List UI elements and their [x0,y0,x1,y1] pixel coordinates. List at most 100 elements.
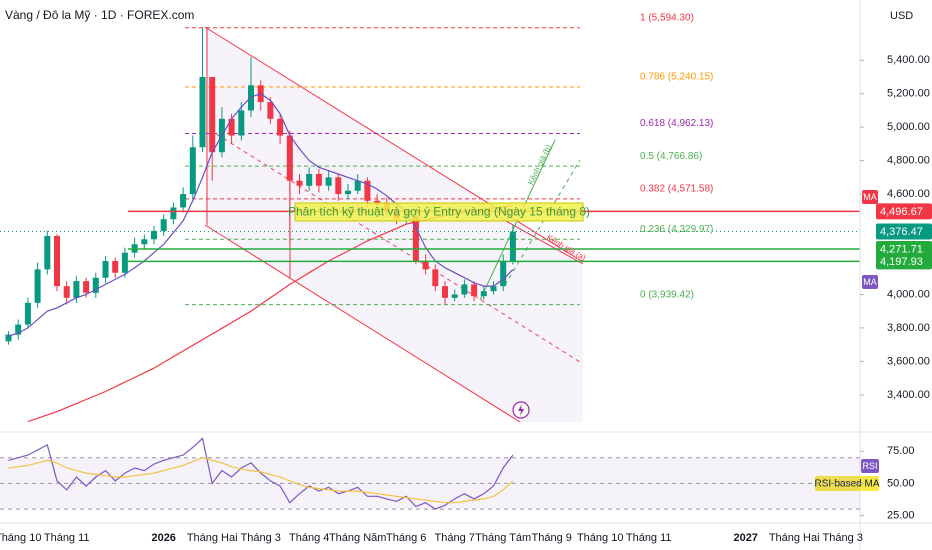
candle-body [422,261,429,270]
candle-body [54,235,60,287]
channel-upper [204,26,584,263]
candle-body [345,190,351,195]
candle-body [500,261,507,287]
series-line [8,457,514,504]
candle-body [170,207,177,220]
x-tick-label: Tháng 7 [435,532,475,544]
channel-fill [205,27,583,422]
rsi-badge [861,459,879,473]
price-badge [876,241,932,258]
channel-mid [209,129,581,363]
channel-b-dashed [504,159,581,286]
fib-label: 0.382 (4,571.58) [640,183,713,194]
x-tick-label: Tháng 9 [532,532,572,544]
y-tick-label: 25.00 [887,509,915,521]
fib-label: 0.786 (5,240.15) [640,72,713,83]
ma-badge [862,275,878,289]
channel-lower [204,224,521,423]
x-tick-label: Tháng 11 [44,532,90,544]
candle-body [83,281,90,293]
candle-body [325,177,332,186]
x-tick-label: Tháng 4 [289,532,329,544]
candle-body [141,239,148,245]
candle-body [315,174,322,186]
rsi-ma-badge [815,476,879,491]
x-tick-label: Tháng Hai [769,532,820,544]
price-badge [876,253,932,270]
candle-body [73,281,80,298]
candle-body [15,324,22,335]
annotation-box [294,202,584,222]
y-tick-label: 4,000.00 [887,288,930,300]
annotation-text: Phân tích kỹ thuật và gợi ý Entry vàng (… [288,205,590,219]
candle-body [92,277,99,293]
y-tick-label: 3,600.00 [887,355,930,367]
y-tick-label: 4,800.00 [887,155,930,167]
y-tick-label: 5,200.00 [887,88,930,100]
x-tick-label: Tháng Năm [329,532,386,544]
price-badge [876,203,932,220]
candle-body [180,194,187,208]
ma-badge-label: MA [863,277,877,287]
candle-body [335,177,342,195]
x-tick-label: 2027 [733,532,757,544]
candle-body [34,269,41,303]
candle-body [451,294,458,298]
price-badge-label: 4,496.67 [880,206,923,218]
candle-body [364,180,371,201]
y-tick-label: 75.00 [887,445,915,457]
candle-body [277,118,284,136]
candle-body [374,200,381,203]
price-badge [876,223,932,240]
candle-body [286,135,293,181]
x-tick-label: Tháng 10 [0,532,41,544]
fib-label: 0.5 (4,766.86) [640,151,702,162]
candle-body [490,286,497,292]
candle-body [102,261,109,278]
candle-body [238,110,245,136]
rsi-ma-badge-label: RSI-based MA [814,479,879,490]
candle-body [151,230,157,240]
event-icon-bolt [518,404,524,416]
x-tick-label: Tháng Hai [187,532,238,544]
candle-body [432,269,439,287]
candle-body [44,235,51,270]
y-tick-label: 5,000.00 [887,121,930,133]
candle-body [306,174,313,186]
price-badge-label: 4,271.71 [880,243,923,255]
x-tick-label: 2026 [151,532,175,544]
candle-body [412,215,419,262]
fib-label: 1 (5,594.30) [640,12,694,23]
candle-body [480,291,487,297]
candle-body [112,261,119,273]
candle-body [296,180,303,186]
candle-body [248,85,254,111]
fib-label: 0 (3,939.42) [640,289,694,300]
candle-body [228,118,235,136]
x-tick-label: Tháng 6 [386,532,426,544]
currency[interactable]: USD [890,10,913,22]
candle-body [354,180,361,191]
x-tick-label: Tháng 11 [626,532,672,544]
x-tick-label: Tháng 3 [823,532,863,544]
y-tick-label: 5,400.00 [887,54,930,66]
candle-body [509,231,516,262]
x-tick-label: Tháng 3 [241,532,281,544]
fib-label: 0.618 (4,962.13) [640,118,713,129]
candle-body [63,286,70,298]
chart-title: Vàng / Đô la Mỹ · 1D · FOREX.com [5,8,194,22]
series-line [8,93,514,337]
candle-body [121,252,128,273]
rsi-badge-label: RSI [862,461,877,471]
x-tick-label: Tháng 10 [577,532,623,544]
x-tick-label: Tháng Tám [475,532,531,544]
candle-body [471,284,478,297]
ma-badge-label: MA [863,192,877,202]
y-tick-label: 50.00 [887,477,915,489]
candle-body [461,284,468,295]
drawings [204,26,584,423]
candle-body [160,219,167,231]
rsi-lines [8,437,514,510]
